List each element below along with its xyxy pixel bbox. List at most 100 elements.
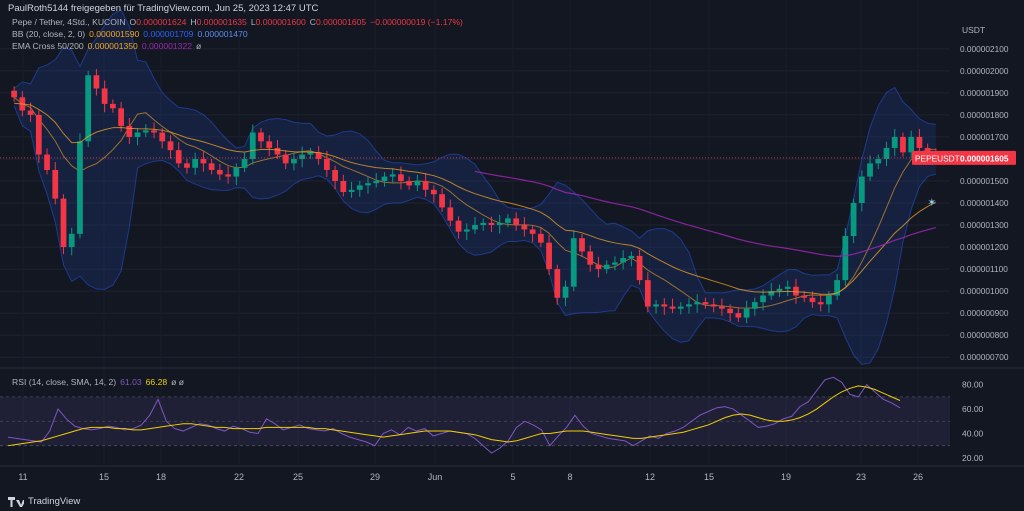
candle-body [365,183,371,186]
bb-basis-line [13,96,936,309]
candle-body [735,313,742,318]
candle-body [513,218,520,226]
candle-body [77,141,83,234]
price-tick-label: 0.000000700 [960,352,1009,362]
candle-body [743,308,750,318]
price-tick-label: 0.000001500 [960,176,1009,186]
candle-body [373,180,380,184]
last-price-tag-bg [912,150,1016,165]
candle-body [167,141,174,151]
candle-body [175,150,182,164]
candle-body [274,147,281,155]
candle-body [793,286,799,296]
candle-body [924,147,931,155]
rsi-extra-icons[interactable]: ø ø [171,377,185,387]
tradingview-logo-text: TradingView [28,496,81,507]
price-tick-label: 0.000001700 [960,132,1009,142]
candle-body [809,297,816,303]
price-tick-label: 0.000001900 [960,88,1009,98]
price-tick-label: 0.000001600 [960,154,1009,164]
candle-body [430,189,437,195]
ema-slow-value: 0.000001322 [141,41,193,51]
rsi-pane[interactable]: 80.00 60.00 40.00 20.00 [0,376,984,463]
price-axis[interactable]: USDT 0.000002100 0.000002000 0.000001900 0.0… [912,25,1016,362]
time-tick-label: 15 [99,472,109,482]
bb-lower-value: 0.000001470 [197,29,248,39]
time-axis[interactable]: 11 15 18 22 25 29 Jun 5 8 12 15 19 23 26 [18,472,923,482]
ema-label[interactable]: EMA Cross 50/200 [12,41,84,51]
bb-label[interactable]: BB (20, close, 2, 0) [12,29,86,39]
price-tick-label: 0.000000900 [960,308,1009,318]
candle-body [603,264,610,270]
candle-body [686,304,692,307]
price-tick-label: 0.000001400 [960,198,1009,208]
candle-body [595,264,602,270]
candle-body [422,180,429,190]
candle-body [850,203,857,237]
ema-fast-value: 0.000001350 [87,41,138,51]
price-tick-label: 0.000001100 [960,264,1008,274]
candle-body [661,304,668,307]
ohlc-l-label: L [250,17,256,27]
grid-lines [0,48,1024,467]
candle-body [200,158,207,164]
candle-body [867,163,873,177]
rsi-band-fill [0,396,950,446]
candle-body [694,302,701,305]
candle-body [900,136,906,153]
candle-body [44,154,50,170]
time-tick-label: 18 [156,472,166,482]
ema-eye-icon[interactable]: ø [196,41,202,51]
candle-body [340,180,347,192]
tradingview-logo[interactable]: TradingView [8,496,80,507]
time-tick-label: 23 [856,472,866,482]
rsi-label[interactable]: RSI (14, close, SMA, 14, 2) [12,377,117,387]
ohlc-open: 0.000001624 [136,17,187,27]
symbol-name[interactable]: Pepe / Tether, 4Std., KUCOIN [12,17,126,27]
rsi-line [7,376,901,454]
symbol-legend-row: Pepe / Tether, 4Std., KUCOIN O0.000001624… [12,17,467,27]
candle-body [266,141,273,148]
candle-body [447,207,454,221]
candle-body [208,163,215,170]
candle-body [488,222,495,226]
price-tick-label: 0.000001200 [960,242,1009,252]
bb-legend-row: BB (20, close, 2, 0) 0.000001590 0.0000017… [12,29,252,39]
candle-body [620,258,627,263]
time-tick-label: 29 [370,472,380,482]
candle-body [299,154,306,159]
candle-body [554,269,561,298]
candle-body [233,167,240,177]
candle-body [151,130,157,133]
bb-basis-value: 0.000001590 [89,29,140,39]
ema-lines: ✶ [0,102,950,295]
candle-body [562,286,569,298]
rsi-value: 61.03 [120,377,142,387]
rsi-tick-label: 40.00 [962,428,984,438]
bb-upper-value: 0.000001709 [143,29,194,39]
rsi-tick-label: 80.00 [962,380,984,390]
candle-body [126,125,133,137]
candle-body [192,158,199,168]
ohlc-h-label: H [190,17,197,27]
candle-body [834,280,841,296]
last-price-tag-value: 0.000001605 [960,153,1009,163]
candle-body [159,132,166,142]
candle-body [858,176,865,204]
candle-body [35,114,42,155]
candle-body [241,158,248,168]
tradingview-logo-icon [8,496,24,507]
candle-body [323,158,330,170]
ohlc-c-label: C [309,17,316,27]
price-tick-label: 0.000001000 [960,286,1009,296]
candle-body [348,189,355,192]
time-tick-label: 8 [567,472,572,482]
candle-body [570,238,577,287]
candle-body [332,169,338,181]
candle-body [225,174,231,177]
candle-body [546,242,552,270]
candle-body [184,163,190,168]
rsi-tick-label: 60.00 [962,404,984,414]
price-tick-label: 0.000001300 [960,220,1009,230]
